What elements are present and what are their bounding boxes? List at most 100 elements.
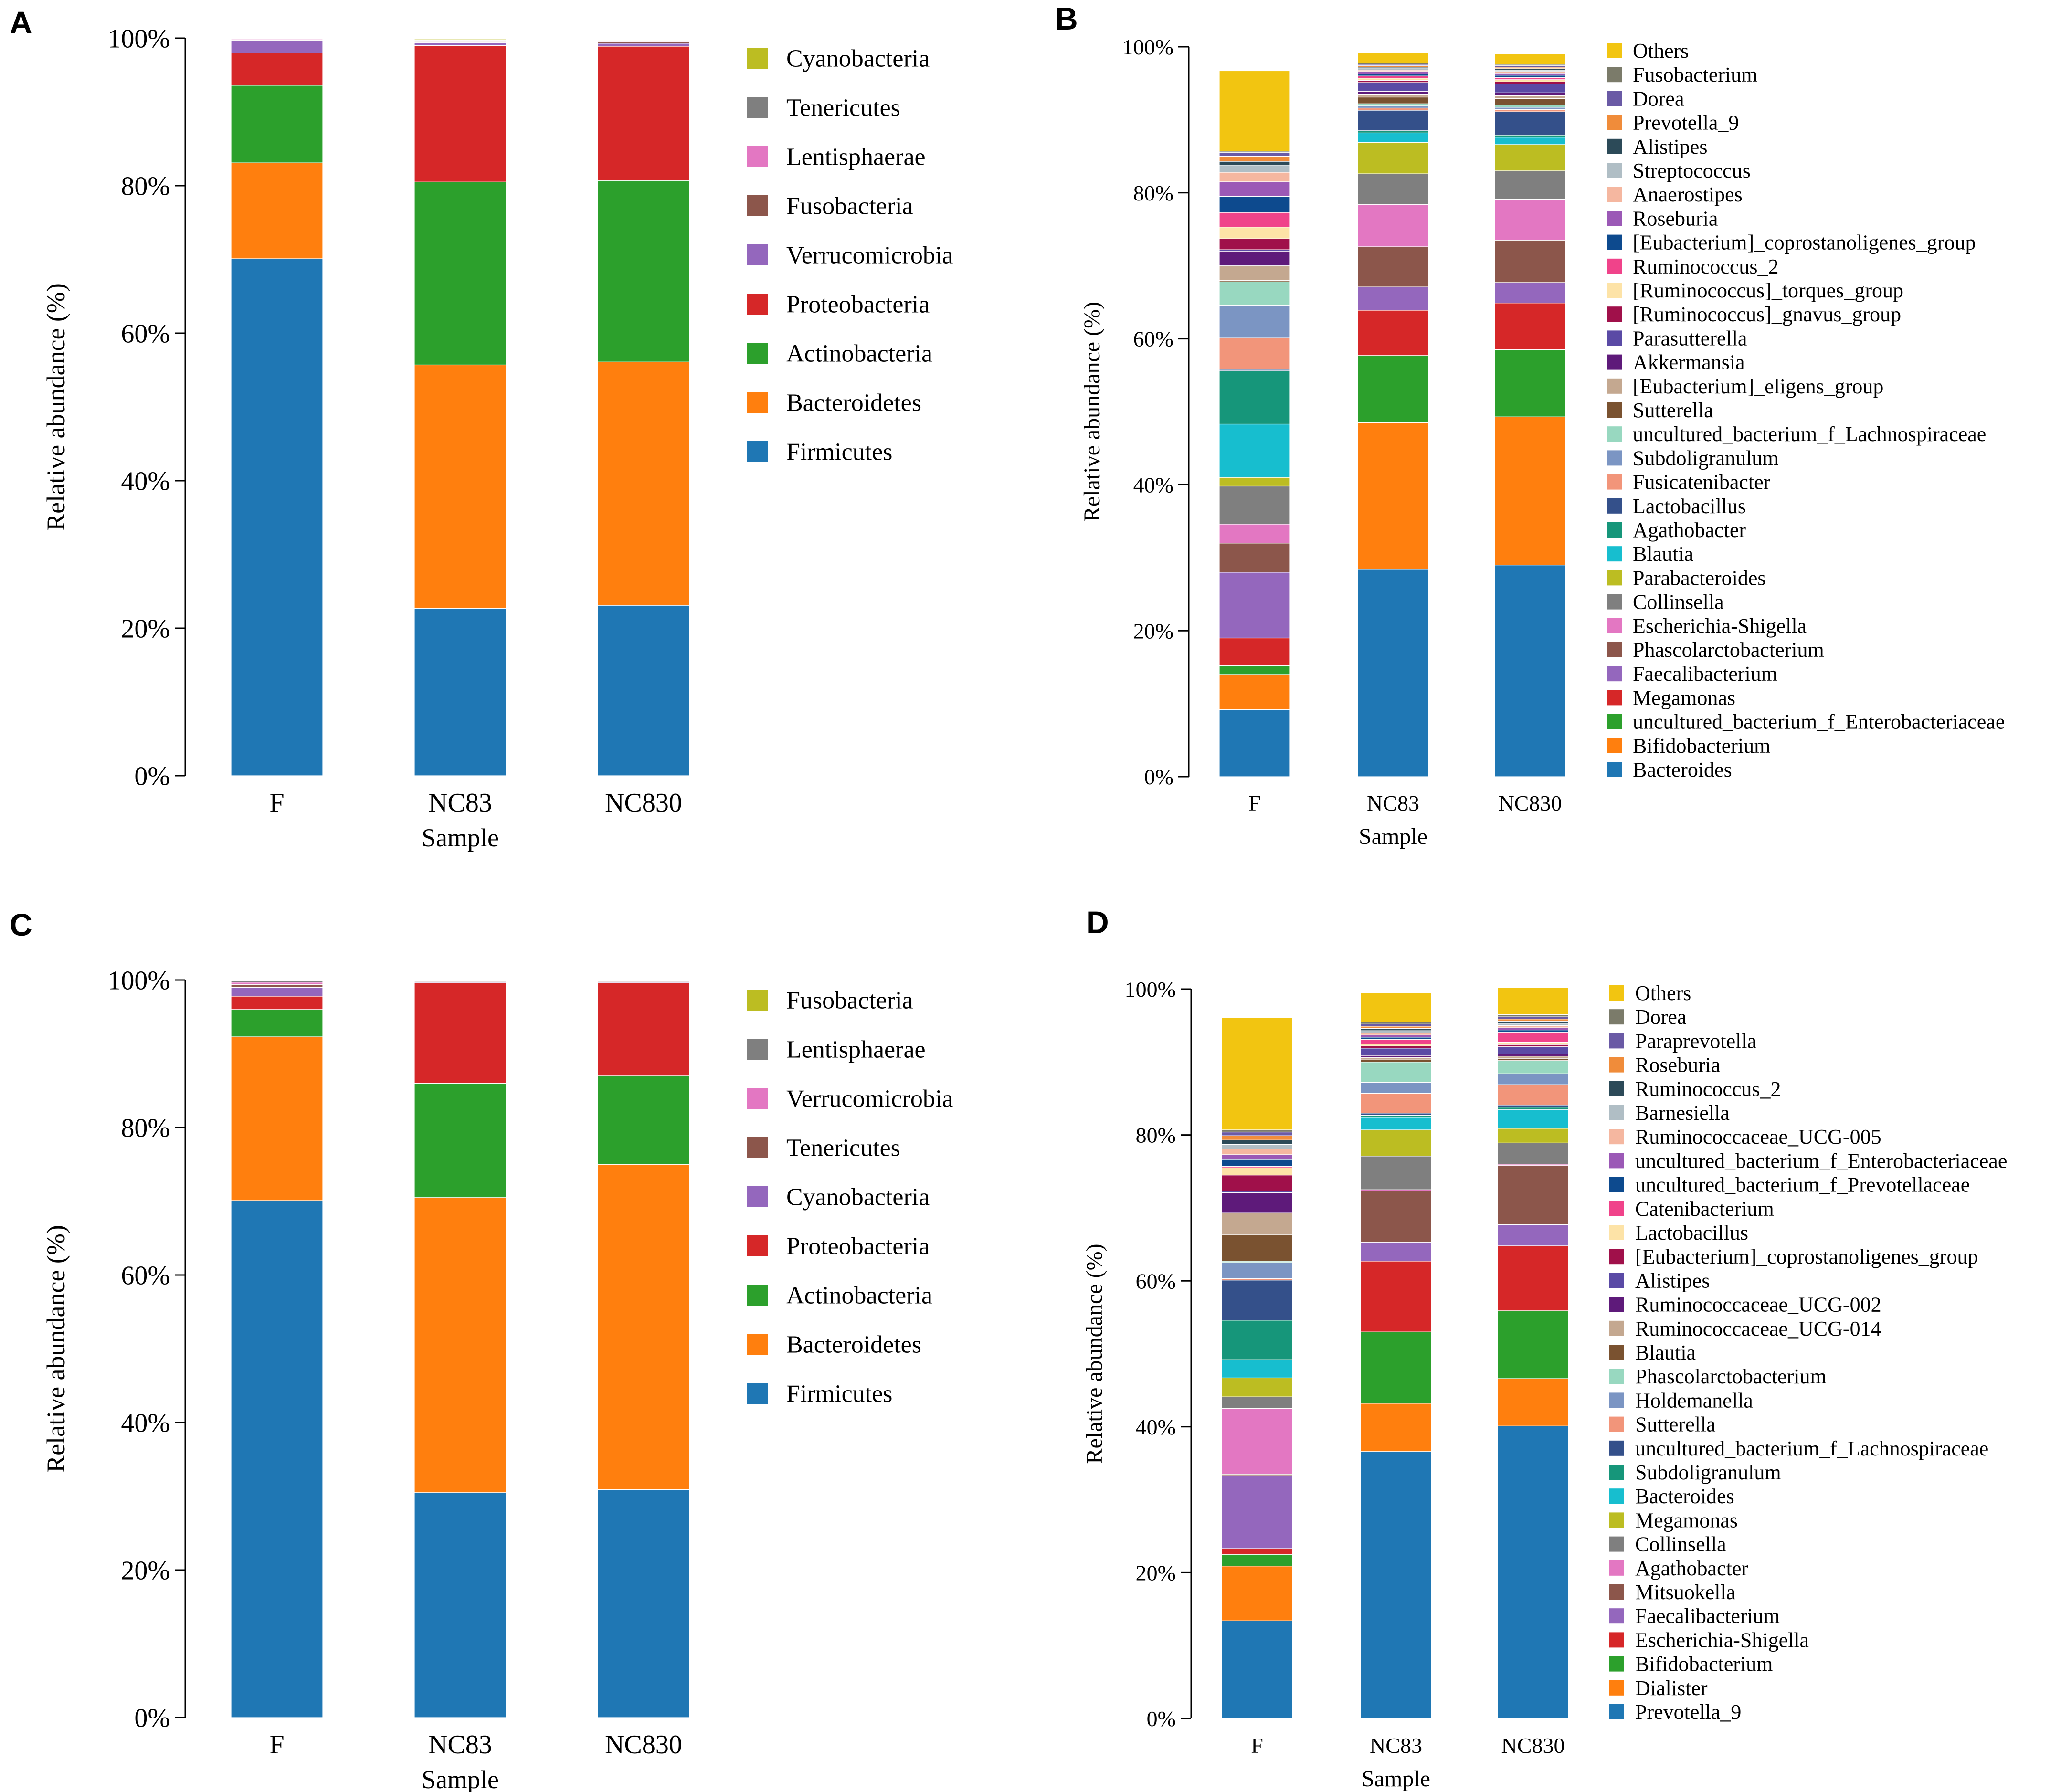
- legend-swatch: [1609, 1345, 1624, 1360]
- panel-d: D 0% 20% 40% 60% 80% 100% Relative abundance (%…: [1082, 905, 2007, 1792]
- legend-item: Faecalibacterium: [1607, 662, 1777, 685]
- legend-label: Mitsuokella: [1635, 1581, 1735, 1604]
- legend-swatch: [1609, 1632, 1624, 1648]
- bar-segment-Verrucomicrobia: [597, 43, 690, 47]
- bar-segment-Bacteroides: [1221, 1359, 1293, 1379]
- y-tick-label: 60%: [121, 319, 170, 349]
- bar-segment-uncultured_bacterium_f_Lachnospiraceae: [1219, 281, 1290, 306]
- legend-swatch: [1607, 642, 1622, 657]
- legend-item: Firmicutes: [747, 1381, 892, 1408]
- bar-segment-[Eubacterium]_eligens_group: [1357, 94, 1429, 98]
- legend-label: Sutterella: [1633, 399, 1713, 422]
- bar-segment-Prevotella_9: [1219, 156, 1290, 162]
- legend-label: Actinobacteria: [786, 1282, 932, 1309]
- bar-segment-Ruminococcaceae_UCG-005: [1221, 1149, 1293, 1155]
- y-tick-label: 40%: [121, 1409, 170, 1438]
- legend-label: Collinsella: [1635, 1533, 1726, 1556]
- bar-segment-Firmicutes: [597, 1489, 690, 1718]
- legend-label: Fusobacteria: [786, 987, 913, 1014]
- legend-swatch: [747, 97, 768, 118]
- bar-segment-[Ruminococcus]_gnavus_group: [1357, 80, 1429, 83]
- legend-label: Proteobacteria: [786, 291, 930, 318]
- legend-item: Catenibacterium: [1609, 1197, 1774, 1221]
- legend-swatch: [1607, 283, 1622, 298]
- legend-label: Verrucomicrobia: [786, 1086, 953, 1113]
- panel-a: A 0% 20% 40% 60% 80% 100% Relative abundance (%…: [10, 5, 953, 852]
- legend-swatch: [1607, 138, 1622, 154]
- legend-label: Tenericutes: [786, 1135, 900, 1162]
- x-axis-title: Sample: [422, 823, 499, 852]
- legend-label: Parabacteroides: [1633, 566, 1766, 590]
- x-tick-label: NC83: [1367, 791, 1419, 815]
- bar-segment-Proteobacteria: [414, 45, 507, 182]
- panel-letter: D: [1086, 905, 1109, 940]
- legend-swatch: [1609, 1009, 1624, 1025]
- legend-item: Lactobacillus: [1607, 495, 1746, 518]
- legend-label: Akkermansia: [1633, 351, 1745, 374]
- bar-segment-Phascolarctobacterium: [1497, 1060, 1569, 1074]
- bar-segment-Bacteroides: [1360, 1117, 1432, 1130]
- legend: Fusobacteria Lentisphaerae Verrucomicrobia…: [747, 987, 953, 1408]
- legend-label: [Eubacterium]_coprostanoligenes_group: [1635, 1245, 1978, 1268]
- legend-label: Agathobacter: [1635, 1557, 1748, 1580]
- legend-swatch: [747, 1088, 768, 1109]
- legend-item: Prevotella_9: [1609, 1700, 1741, 1724]
- legend-swatch: [747, 990, 768, 1011]
- bar-segment-Mitsuokella: [1497, 1165, 1569, 1225]
- legend-swatch: [1609, 1440, 1624, 1456]
- bar-segment-Bifidobacterium: [1360, 1331, 1432, 1404]
- legend-swatch: [1609, 1416, 1624, 1432]
- legend-item: Ruminococcaceae_UCG-005: [1609, 1125, 1881, 1149]
- legend-swatch: [1609, 1129, 1624, 1145]
- legend-label: Sutterella: [1635, 1413, 1716, 1436]
- legend-swatch: [1607, 187, 1622, 202]
- legend-label: Bacteroidetes: [786, 390, 921, 417]
- legend-swatch: [1609, 985, 1624, 1001]
- legend-swatch: [1609, 1273, 1624, 1288]
- bar-segment-Actinobacteria: [414, 181, 507, 366]
- y-tick-label: 0%: [1147, 1707, 1176, 1731]
- legend-item: Escherichia-Shigella: [1607, 614, 1807, 638]
- bar-segment-[Eubacterium]_eligens_group: [1494, 95, 1566, 99]
- bar-segment-Bacteroidetes: [414, 1197, 507, 1493]
- bar-stack-f: [231, 38, 323, 776]
- legend-swatch: [1607, 594, 1622, 610]
- bar-segment-Blautia: [1497, 1058, 1569, 1061]
- legend-item: Fusicatenibacter: [1607, 471, 1771, 494]
- legend-label: Actinobacteria: [786, 340, 932, 368]
- y-tick-label: 60%: [1133, 327, 1173, 351]
- bar-segment-Proteobacteria: [414, 982, 507, 1084]
- bar-segment-Actinobacteria: [597, 180, 690, 362]
- legend-item: Fusobacteria: [747, 987, 913, 1014]
- bar-segment-Proteobacteria: [231, 996, 323, 1010]
- legend-swatch: [1607, 474, 1622, 490]
- bar-segment-[Ruminococcus]_gnavus_group: [1494, 81, 1566, 84]
- x-tick-label: F: [269, 788, 284, 818]
- legend-label: uncultured_bacterium_f_Enterobacteriacea…: [1633, 710, 2005, 734]
- bar-segment-Fusicatenibacter: [1219, 337, 1290, 370]
- legend-item: Cyanobacteria: [747, 45, 930, 73]
- legend-swatch: [1607, 91, 1622, 106]
- legend-label: Cyanobacteria: [786, 1184, 930, 1211]
- legend-label: Bifidobacterium: [1633, 734, 1770, 758]
- legend-item: Collinsella: [1607, 590, 1724, 614]
- legend-item: Others: [1609, 981, 1691, 1005]
- legend-label: Lentisphaerae: [786, 1036, 926, 1064]
- bar-segment-Cyanobacteria: [597, 39, 690, 41]
- bar-segment-uncultured_bacterium_f_Prevotellaceae: [1221, 1159, 1293, 1167]
- bar-segment-Firmicutes: [597, 605, 690, 776]
- bar-segment-Dorea: [1221, 1129, 1293, 1133]
- bar-segment-Escherichia-Shigella: [1219, 524, 1290, 544]
- legend-label: Paraprevotella: [1635, 1029, 1756, 1053]
- x-tick-label: NC830: [1501, 1733, 1565, 1758]
- legend-label: Streptococcus: [1633, 159, 1751, 182]
- legend-swatch: [1607, 546, 1622, 562]
- y-tick-label: 40%: [1136, 1415, 1176, 1439]
- bar-segment-Dorea: [1497, 1014, 1569, 1017]
- x-tick-label: F: [1248, 791, 1261, 815]
- legend-item: Bacteroides: [1609, 1485, 1734, 1508]
- legend-item: Bifidobacterium: [1609, 1653, 1773, 1676]
- legend-label: Bifidobacterium: [1635, 1653, 1773, 1676]
- legend-label: Subdoligranulum: [1635, 1461, 1781, 1484]
- legend-label: Tenericutes: [786, 95, 900, 122]
